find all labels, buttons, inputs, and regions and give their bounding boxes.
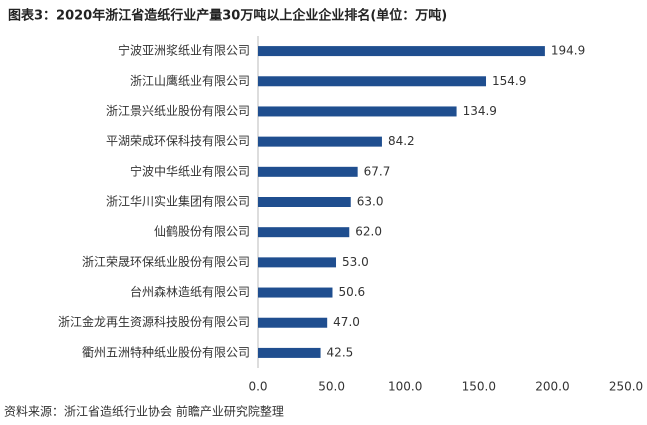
value-label: 50.6 bbox=[338, 285, 365, 299]
x-tick-label: 100.0 bbox=[388, 380, 422, 394]
bar bbox=[258, 317, 328, 328]
value-label: 84.2 bbox=[388, 134, 415, 148]
y-tick-label: 衢州五洲特种纸业股份有限公司 bbox=[82, 344, 250, 359]
bar bbox=[258, 197, 351, 207]
bar bbox=[258, 46, 545, 57]
x-tick-label: 50.0 bbox=[318, 380, 345, 394]
y-tick-label: 浙江景兴纸业股份有限公司 bbox=[106, 104, 250, 118]
y-tick-label: 仙鹤股份有限公司 bbox=[154, 224, 250, 239]
x-tick-label: 250.0 bbox=[609, 380, 643, 394]
bar bbox=[258, 76, 487, 87]
value-label: 194.9 bbox=[551, 44, 585, 58]
y-tick-label: 平湖荣成环保科技有限公司 bbox=[106, 133, 250, 148]
value-label: 53.0 bbox=[342, 255, 369, 269]
bar bbox=[258, 136, 382, 147]
value-label: 42.5 bbox=[327, 345, 354, 359]
x-tick-label: 200.0 bbox=[535, 380, 569, 394]
value-label: 47.0 bbox=[333, 315, 360, 329]
y-tick-label: 台州森林造纸有限公司 bbox=[130, 284, 250, 299]
source-note: 资料来源：浙江省造纸行业协会 前瞻产业研究院整理 bbox=[4, 404, 284, 419]
y-tick-label: 宁波中华纸业有限公司 bbox=[130, 163, 250, 178]
bar bbox=[258, 106, 457, 117]
bar bbox=[258, 227, 350, 238]
y-tick-label: 浙江金龙再生资源科技股份有限公司 bbox=[58, 314, 250, 329]
x-tick-label: 150.0 bbox=[462, 380, 496, 394]
value-label: 63.0 bbox=[357, 195, 384, 209]
x-tick-label: 0.0 bbox=[248, 380, 267, 394]
value-label: 154.9 bbox=[492, 74, 526, 88]
chart-title: 图表3：2020年浙江省造纸行业产量30万吨以上企业企业排名(单位：万吨) bbox=[8, 8, 447, 24]
value-label: 134.9 bbox=[463, 104, 497, 118]
value-label: 67.7 bbox=[364, 164, 391, 178]
y-tick-label: 宁波亚洲浆纸业有限公司 bbox=[118, 43, 250, 58]
bar bbox=[258, 287, 333, 298]
bar bbox=[258, 166, 358, 177]
y-tick-label: 浙江山鹰纸业有限公司 bbox=[130, 73, 250, 88]
y-tick-label: 浙江荣晟环保纸业股份有限公司 bbox=[82, 255, 250, 269]
y-tick-label: 浙江华川实业集团有限公司 bbox=[106, 194, 250, 209]
value-label: 62.0 bbox=[355, 225, 382, 239]
bar bbox=[258, 347, 321, 358]
bar bbox=[258, 257, 337, 268]
